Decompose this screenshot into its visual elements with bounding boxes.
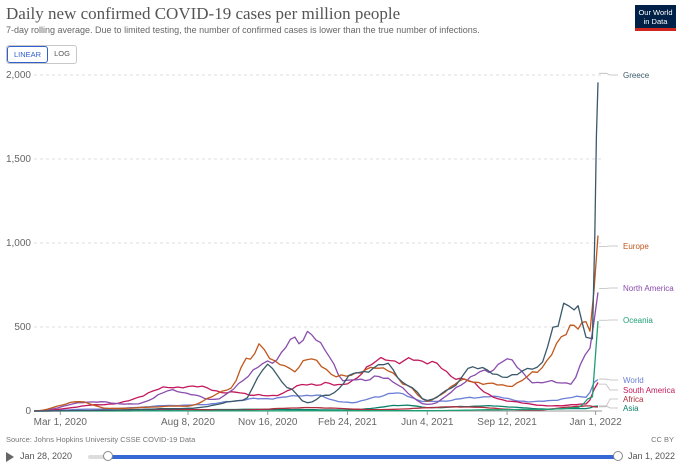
y-tick-label: 1,000 — [6, 238, 31, 249]
legend-connector — [599, 72, 618, 76]
series-line — [33, 356, 599, 412]
series-line — [34, 378, 599, 412]
legend-label: North America — [623, 284, 674, 293]
y-tick-label: 1,500 — [6, 154, 31, 165]
owid-logo[interactable]: Our World in Data — [635, 5, 676, 31]
logo-line-2: in Data — [643, 17, 668, 26]
license-label[interactable]: CC BY — [651, 435, 674, 444]
legend-label: World — [623, 376, 644, 385]
x-tick-label: Aug 8, 2020 — [161, 417, 215, 428]
legend-label: Greece — [623, 71, 650, 80]
x-tick-label: Sep 12, 2021 — [477, 417, 537, 428]
x-tick-label: Mar 1, 2020 — [34, 417, 88, 428]
source-note[interactable]: Source: Johns Hopkins University CSSE CO… — [6, 435, 196, 444]
legend-label: South America — [623, 386, 676, 395]
series-line — [34, 321, 599, 412]
timeline-start-handle[interactable] — [103, 451, 113, 461]
timeline-end-handle[interactable] — [613, 451, 623, 461]
x-tick-label: Nov 16, 2020 — [238, 417, 298, 428]
y-tick-label: 2,000 — [6, 70, 31, 81]
legend-connector — [599, 405, 618, 409]
play-icon[interactable] — [6, 452, 14, 462]
legend-label: Africa — [623, 395, 644, 404]
timeline-start-label: Jan 28, 2020 — [20, 451, 73, 461]
log-scale-button[interactable]: LOG — [54, 49, 70, 58]
series-line — [33, 235, 599, 412]
logo-line-1: Our World — [638, 8, 673, 17]
x-tick-label: Feb 24, 2021 — [318, 417, 377, 428]
legend-connector — [599, 378, 618, 381]
series-line — [33, 292, 599, 412]
y-tick-label: 0 — [25, 406, 31, 417]
y-tick-label: 500 — [14, 322, 31, 333]
x-tick-label: Jan 1, 2022 — [569, 417, 622, 428]
legend-connector — [599, 383, 618, 391]
linear-scale-button[interactable]: LINEAR — [7, 46, 49, 63]
chart-subtitle: 7-day rolling average. Due to limited te… — [6, 25, 480, 35]
x-tick-label: Jun 4, 2021 — [401, 417, 454, 428]
legend-connector — [599, 398, 618, 408]
legend-label: Oceania — [623, 316, 653, 325]
series-line — [34, 82, 599, 412]
legend-label: Europe — [623, 242, 649, 251]
legend-label: Asia — [623, 404, 639, 413]
timeline-end-label: Jan 1, 2022 — [628, 451, 676, 461]
scale-toggle: LINEAR LOG — [6, 45, 77, 64]
timeline-selected-range — [108, 455, 618, 459]
chart-title: Daily new confirmed COVID-19 cases per m… — [6, 4, 401, 23]
